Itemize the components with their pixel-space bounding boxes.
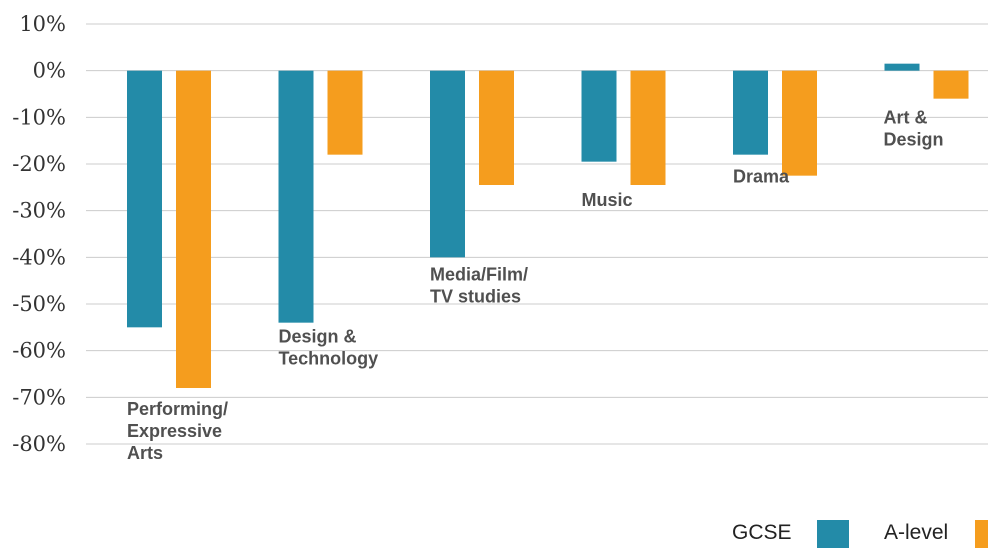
bar-a-level-0 [176,70,211,389]
legend-swatch-a-level [975,520,988,548]
category-label-3: Music [582,190,633,210]
category-label-5: Art & Design [884,108,944,150]
bar-gcse-1 [278,70,314,323]
bar-a-level-4 [782,70,817,176]
bar-a-level-3 [630,70,666,185]
y-tick-label: -70% [12,385,66,409]
category-label-0: Performing/Expressive Arts [127,399,228,463]
y-tick-label: -30% [12,199,66,223]
legend: GCSE A-level [732,520,988,548]
category-label-1: Design & Technology [279,327,379,369]
y-tick-label: -60% [12,339,66,363]
bar-a-level-1 [327,70,363,155]
legend-label-gcse: GCSE [732,521,792,544]
bar-gcse-2 [430,70,465,258]
bar-gcse-4 [733,70,768,155]
y-tick-label: -80% [12,432,66,456]
y-tick-label: -20% [12,152,66,176]
y-tick-label: -50% [12,292,66,316]
bar-gcse-3 [581,70,617,162]
y-axis-tick-labels: 10% 0% -10% -20% -30% -40% -50% -60% -70% -80% [12,12,66,456]
y-tick-label: -40% [12,245,66,269]
y-tick-label: -10% [12,105,66,129]
bar-gcse-5 [884,63,920,71]
y-tick-label: 0% [33,59,66,83]
legend-label-a-level: A-level [884,521,948,544]
category-label-4: Drama [733,167,790,187]
bar-a-level-5 [933,70,969,99]
grid-layer [86,23,988,445]
bar-gcse-0 [127,70,162,328]
y-tick-label: 10% [19,12,66,36]
category-label-2: Media/Film/TV studies [430,264,528,306]
legend-swatch-gcse [817,520,849,548]
bars [127,63,969,389]
category-labels: Performing/Expressive Arts Design & Technol… [127,108,944,463]
bar-a-level-2 [479,70,514,185]
